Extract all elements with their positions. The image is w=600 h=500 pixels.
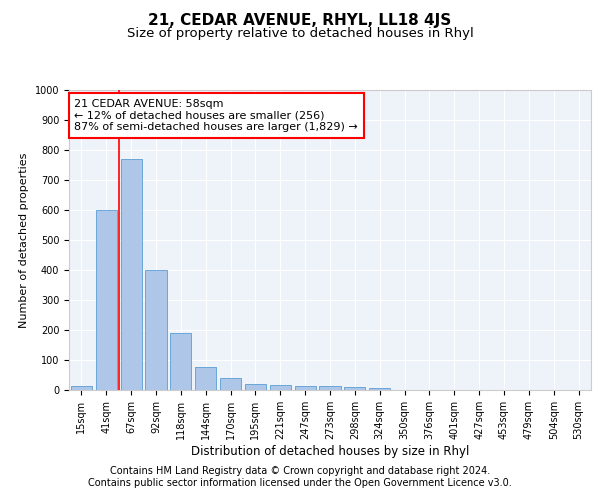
Bar xyxy=(121,159,142,390)
Bar xyxy=(220,378,241,390)
Bar xyxy=(369,388,390,390)
Bar xyxy=(319,386,341,390)
Bar xyxy=(71,386,92,390)
Text: 21, CEDAR AVENUE, RHYL, LL18 4JS: 21, CEDAR AVENUE, RHYL, LL18 4JS xyxy=(148,12,452,28)
Y-axis label: Number of detached properties: Number of detached properties xyxy=(19,152,29,328)
Text: Contains HM Land Registry data © Crown copyright and database right 2024.
Contai: Contains HM Land Registry data © Crown c… xyxy=(88,466,512,487)
X-axis label: Distribution of detached houses by size in Rhyl: Distribution of detached houses by size … xyxy=(191,444,469,458)
Bar xyxy=(195,366,216,390)
Bar xyxy=(270,385,291,390)
Bar xyxy=(295,386,316,390)
Bar xyxy=(145,270,167,390)
Text: Size of property relative to detached houses in Rhyl: Size of property relative to detached ho… xyxy=(127,28,473,40)
Bar xyxy=(344,387,365,390)
Text: 21 CEDAR AVENUE: 58sqm
← 12% of detached houses are smaller (256)
87% of semi-de: 21 CEDAR AVENUE: 58sqm ← 12% of detached… xyxy=(74,99,358,132)
Bar xyxy=(96,210,117,390)
Bar xyxy=(170,333,191,390)
Bar xyxy=(245,384,266,390)
